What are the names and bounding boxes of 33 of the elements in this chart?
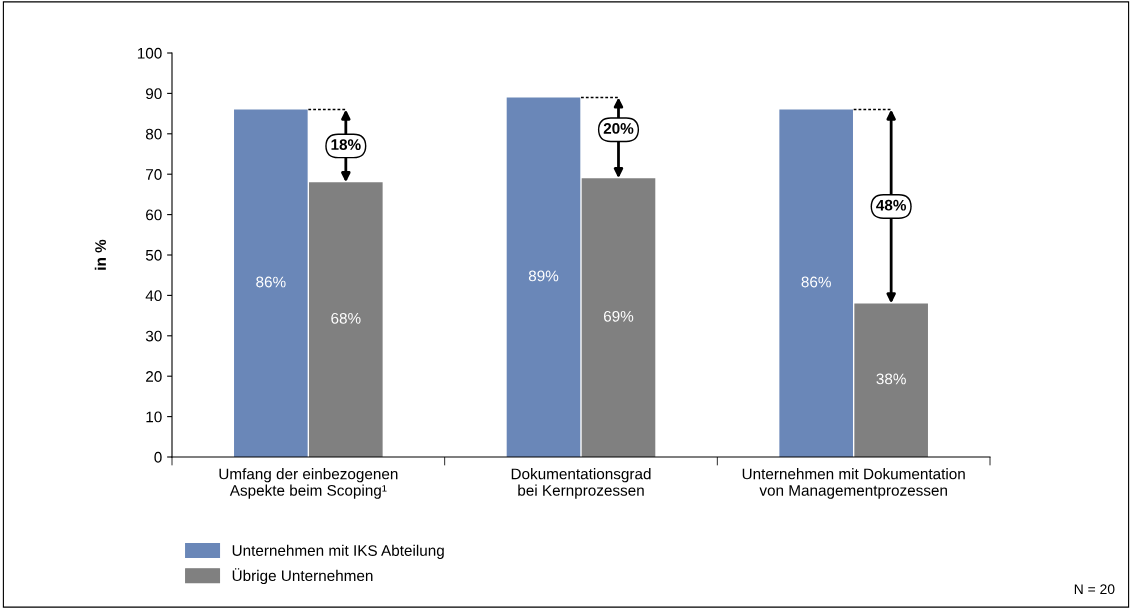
legend-label: Übrige Unternehmen xyxy=(232,568,373,585)
y-tick-label: 90 xyxy=(146,88,162,100)
annotation: 18% xyxy=(331,139,361,151)
annotation: 48% xyxy=(876,199,907,211)
data-label: 69% xyxy=(603,310,634,322)
bar xyxy=(779,109,853,457)
legend-label: Unternehmen mit IKS Abteilung xyxy=(232,544,444,559)
x-tick-label: Dokumentationsgrad bei Kernprozessen xyxy=(511,468,651,499)
y-tick-label: 60 xyxy=(146,209,162,221)
bar xyxy=(234,109,308,457)
bar xyxy=(581,178,656,457)
data-label: 68% xyxy=(331,312,361,324)
x-tick-label: Unternehmen mit Dokumentation von Managementprozessen xyxy=(742,468,965,499)
y-tick-label: 10 xyxy=(146,411,162,423)
y-tick-label: 20 xyxy=(146,371,162,382)
text: N = 20 xyxy=(1074,584,1115,595)
bar xyxy=(506,97,581,457)
annotation: 20% xyxy=(603,123,634,134)
y-tick-label: 30 xyxy=(145,330,162,342)
y-tick-label: 0 xyxy=(154,451,162,463)
bar xyxy=(854,303,928,457)
y-tick-label: 80 xyxy=(145,128,162,140)
y-tick-label: 70 xyxy=(146,169,162,180)
data-label: 86% xyxy=(256,276,286,288)
data-label: 89% xyxy=(528,270,559,282)
y-tick-label: 40 xyxy=(145,290,162,302)
bar xyxy=(309,182,383,457)
data-label: 86% xyxy=(801,276,831,288)
y-axis-title: in % xyxy=(94,239,106,270)
x-tick-label: Umfang der einbezogenen Aspekte beim Scoping¹ xyxy=(219,468,398,499)
data-label: 38% xyxy=(876,373,906,385)
y-tick-label: 100 xyxy=(137,47,162,59)
y-tick-label: 50 xyxy=(145,249,162,261)
